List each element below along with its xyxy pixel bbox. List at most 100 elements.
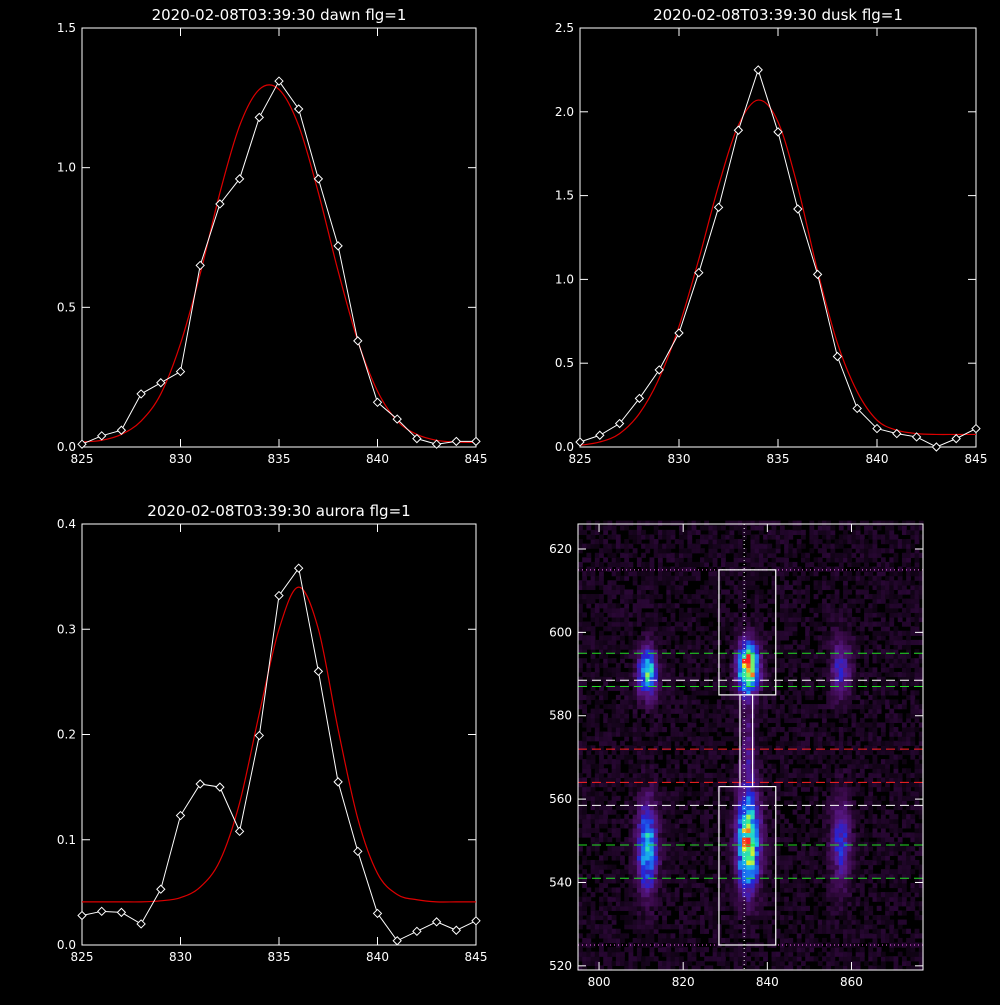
heatmap-cell [751, 658, 756, 663]
heatmap-cell [662, 576, 667, 581]
heatmap-cell [784, 938, 789, 943]
heatmap-cell [633, 594, 638, 599]
heatmap-cell [843, 681, 848, 686]
heatmap-cell [738, 681, 743, 686]
heatmap-cell [763, 571, 768, 576]
heatmap-cell [734, 576, 739, 581]
heatmap-cell [835, 594, 840, 599]
heatmap-cell [603, 810, 608, 815]
heatmap-cell [746, 883, 751, 888]
heatmap-cell [793, 745, 798, 750]
heatmap-cell [708, 887, 713, 892]
heatmap-cell [847, 608, 852, 613]
heatmap-cell [843, 571, 848, 576]
heatmap-cell [830, 699, 835, 704]
heatmap-cell [637, 791, 642, 796]
heatmap-cell [700, 814, 705, 819]
heatmap-cell [767, 768, 772, 773]
heatmap-cell [746, 713, 751, 718]
heatmap-cell [776, 745, 781, 750]
heatmap-cell [818, 677, 823, 682]
heatmap-cell [683, 887, 688, 892]
heatmap-cell [793, 530, 798, 535]
heatmap-cell [654, 539, 659, 544]
heatmap-cell [797, 530, 802, 535]
heatmap-cell [607, 947, 612, 952]
heatmap-cell [654, 956, 659, 961]
heatmap-cell [742, 901, 747, 906]
heatmap-cell [843, 640, 848, 645]
heatmap-cell [586, 635, 591, 640]
heatmap-cell [843, 897, 848, 902]
heatmap-cell [628, 699, 633, 704]
heatmap-cell [603, 906, 608, 911]
heatmap-cell [793, 768, 798, 773]
heatmap-cell [843, 631, 848, 636]
heatmap-cell [599, 910, 604, 915]
heatmap-cell [729, 699, 734, 704]
heatmap-cell [843, 750, 848, 755]
heatmap-cell [603, 732, 608, 737]
heatmap-cell [767, 924, 772, 929]
heatmap-cell [708, 704, 713, 709]
heatmap-cell [650, 906, 655, 911]
heatmap-cell [847, 612, 852, 617]
heatmap-cell [692, 883, 697, 888]
heatmap-cell [666, 938, 671, 943]
heatmap-cell [809, 933, 814, 938]
heatmap-cell [633, 681, 638, 686]
heatmap-cell [830, 750, 835, 755]
heatmap-cell [666, 644, 671, 649]
heatmap-cell [620, 906, 625, 911]
data-point [334, 242, 342, 250]
heatmap-cell [755, 759, 760, 764]
heatmap-cell [654, 727, 659, 732]
heatmap-cell [856, 654, 861, 659]
heatmap-cell [856, 819, 861, 824]
heatmap-cell [856, 663, 861, 668]
heatmap-cell [708, 938, 713, 943]
heatmap-cell [666, 718, 671, 723]
heatmap-cell [814, 865, 819, 870]
heatmap-cell [713, 741, 718, 746]
heatmap-cell [654, 828, 659, 833]
heatmap-cell [603, 713, 608, 718]
heatmap-cell [616, 677, 621, 682]
heatmap-cell [835, 819, 840, 824]
heatmap-cell [759, 745, 764, 750]
heatmap-cell [734, 860, 739, 865]
heatmap-cell [612, 759, 617, 764]
heatmap-cell [603, 759, 608, 764]
heatmap-cell [696, 672, 701, 677]
heatmap-cell [654, 837, 659, 842]
heatmap-cell [780, 704, 785, 709]
heatmap-cell [637, 860, 642, 865]
heatmap-cell [797, 832, 802, 837]
heatmap-cell [818, 755, 823, 760]
heatmap-cell [641, 640, 646, 645]
heatmap-cell [818, 961, 823, 966]
heatmap-cell [675, 603, 680, 608]
heatmap-cell [692, 920, 697, 925]
heatmap-cell [641, 901, 646, 906]
heatmap-cell [675, 699, 680, 704]
heatmap-cell [839, 695, 844, 700]
heatmap-cell [578, 901, 583, 906]
heatmap-cell [582, 576, 587, 581]
heatmap-cell [603, 897, 608, 902]
heatmap-cell [755, 567, 760, 572]
heatmap-cell [751, 910, 756, 915]
heatmap-cell [679, 819, 684, 824]
heatmap-cell [788, 530, 793, 535]
heatmap-cell [759, 557, 764, 562]
heatmap-cell [607, 525, 612, 530]
heatmap-cell [843, 741, 848, 746]
heatmap-cell [856, 640, 861, 645]
heatmap-cell [776, 658, 781, 663]
heatmap-cell [616, 612, 621, 617]
heatmap-cell [729, 617, 734, 622]
heatmap-cell [578, 832, 583, 837]
heatmap-cell [776, 814, 781, 819]
heatmap-cell [788, 718, 793, 723]
heatmap-cell [776, 635, 781, 640]
